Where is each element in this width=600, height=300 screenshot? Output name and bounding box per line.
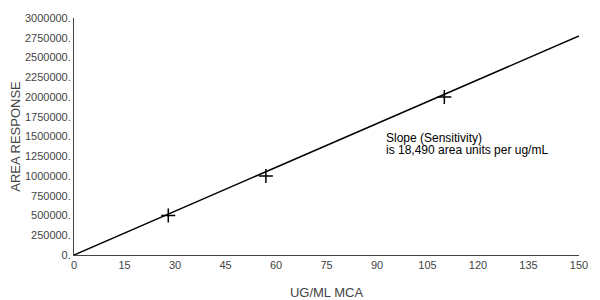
svg-text:UG/ML MCA: UG/ML MCA [290, 285, 364, 300]
svg-text:Slope (Sensitivity): Slope (Sensitivity) [386, 131, 482, 145]
svg-text:1000000.: 1000000. [25, 170, 71, 182]
svg-text:60: 60 [270, 259, 282, 271]
svg-text:2250000.: 2250000. [25, 71, 71, 83]
svg-text:120: 120 [469, 259, 487, 271]
svg-text:45: 45 [219, 259, 231, 271]
svg-text:90: 90 [371, 259, 383, 271]
svg-text:135: 135 [519, 259, 537, 271]
svg-text:30: 30 [169, 259, 181, 271]
svg-text:2000000.: 2000000. [25, 91, 71, 103]
svg-text:75: 75 [320, 259, 332, 271]
svg-text:250000.: 250000. [31, 229, 71, 241]
svg-text:750000.: 750000. [31, 190, 71, 202]
svg-text:1750000.: 1750000. [25, 111, 71, 123]
svg-text:is 18,490 area units per ug/mL: is 18,490 area units per ug/mL [386, 143, 548, 157]
svg-text:1500000.: 1500000. [25, 130, 71, 142]
svg-text:105: 105 [418, 259, 436, 271]
svg-text:150: 150 [570, 259, 588, 271]
svg-text:0: 0 [71, 259, 77, 271]
svg-text:2500000.: 2500000. [25, 51, 71, 63]
svg-text:500000.: 500000. [31, 209, 71, 221]
svg-text:1250000.: 1250000. [25, 150, 71, 162]
svg-text:AREA RESPONSE: AREA RESPONSE [8, 81, 23, 192]
svg-text:15: 15 [118, 259, 130, 271]
svg-text:3000000.: 3000000. [25, 12, 71, 24]
svg-text:2750000.: 2750000. [25, 32, 71, 44]
svg-text:0.: 0. [62, 249, 71, 261]
